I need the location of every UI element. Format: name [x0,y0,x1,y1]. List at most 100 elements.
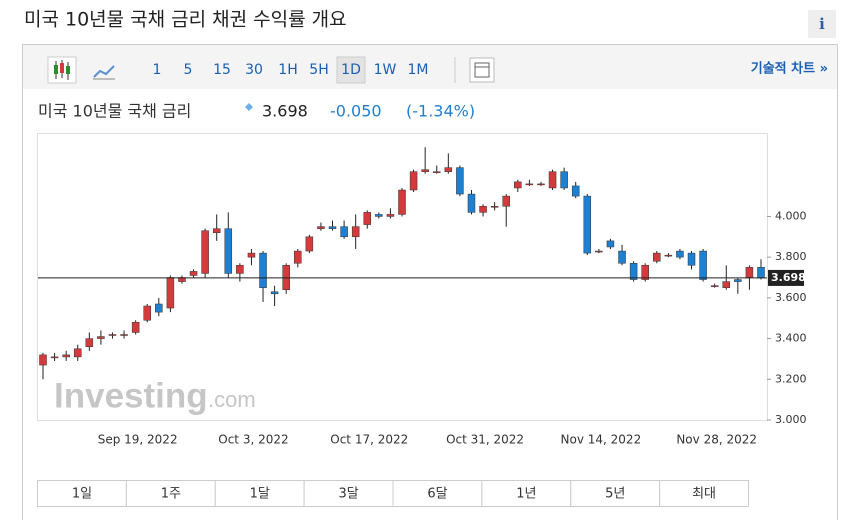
range-label[interactable]: 1달 [250,487,270,502]
candle-body [444,167,453,172]
last-price-label: 3.698 [771,271,806,284]
candle-body [131,322,140,333]
range-label[interactable]: 5년 [605,487,625,502]
candle-body [201,230,209,274]
candle-body [548,171,557,189]
x-tick-label: Sep 19, 2022 [98,433,178,447]
range-label[interactable]: 1일 [72,487,92,502]
candle-body [514,181,522,189]
watermark-brand: Investing [54,376,208,415]
change-pct: (-1.34%) [406,102,475,121]
range-button[interactable] [214,480,305,507]
candle-body [699,250,707,280]
candle-body [85,338,94,347]
y-tick-label: 3.800 [775,250,807,263]
range-button[interactable] [37,480,127,507]
candle-body [560,171,568,189]
page-title: 미국 10년물 국채 금리 채권 수익률 개요 [24,9,347,31]
y-tick-label: 4.000 [775,209,807,222]
interval-button[interactable]: 1W [374,62,397,78]
candle-body [259,252,267,288]
candle-body [641,265,649,280]
candle-body [757,267,765,279]
candle-body [502,195,510,207]
x-tick-label: Oct 17, 2022 [330,433,408,447]
candle-icon[interactable] [47,56,77,84]
range-label[interactable]: 6달 [427,487,447,502]
x-tick-label: Oct 3, 2022 [218,433,288,447]
range-label[interactable]: 최대 [692,487,716,502]
candle-body [537,183,545,186]
range-button[interactable] [392,480,483,507]
range-button[interactable] [125,480,216,507]
change: -0.050 [330,102,382,121]
candle-body [317,226,325,229]
candle-body [247,252,256,258]
candle-body [97,336,105,339]
widget-frame [22,44,838,524]
candle-body [305,236,314,252]
info-icon[interactable]: i [819,15,825,33]
interval-button[interactable]: 5H [309,62,328,78]
candle-body [62,354,70,358]
candle-body [653,252,661,262]
candle-body [490,206,499,208]
candle-body [340,226,348,238]
range-button[interactable] [659,480,749,507]
candle-body [375,214,383,217]
interval-button[interactable]: 1M [408,62,429,78]
x-tick-label: Nov 14, 2022 [561,433,642,447]
interval-button[interactable]: 1D [341,62,361,78]
candle-body [363,212,372,225]
candle-body [398,189,406,215]
candle-body [710,285,719,287]
candle-body [421,169,429,172]
y-tick-label: 3.400 [775,332,807,345]
range-label[interactable]: 1주 [161,487,181,502]
info-button[interactable] [808,10,836,38]
candle-body [108,334,117,336]
candle-body [189,271,198,276]
instrument-name: 미국 10년물 국채 금리 [38,102,191,121]
line-icon[interactable] [93,65,115,80]
range-label[interactable]: 1년 [516,487,536,502]
candle-body [328,226,337,229]
watermark-suffix: .com [208,387,256,412]
price: 3.698 [262,102,308,121]
watermark: Investing .com [54,376,256,415]
interval-button[interactable]: 5 [184,62,193,78]
range-label[interactable]: 3달 [338,487,358,502]
interval-button[interactable]: 15 [213,62,231,78]
candle-body [722,281,731,288]
technical-chart-link[interactable]: 기술적 차트 » [751,61,828,77]
candle-body [734,279,742,282]
settings-icon[interactable] [469,57,495,83]
candle-body [166,277,175,309]
candle-body [224,228,233,274]
x-tick-label: Nov 28, 2022 [676,433,757,447]
candle-body [294,250,302,264]
candle-body [687,252,696,266]
interval-button[interactable]: 1 [153,62,162,78]
last-price-tag [768,269,804,286]
candle-body [676,250,684,258]
candle-body [236,265,244,274]
candle-body [664,254,673,257]
range-button[interactable] [481,480,572,507]
x-tick-label: Oct 31, 2022 [446,433,524,447]
candle-body [39,354,47,366]
candle-body [571,185,580,197]
interval-button[interactable]: 30 [245,62,263,78]
candle-body [583,195,592,254]
candle-body [73,348,82,358]
candle-body [143,305,151,321]
range-button[interactable] [570,480,661,507]
candle-body [606,240,615,248]
interval-button[interactable]: 1H [278,62,297,78]
plot-frame [37,133,768,421]
candle-body [409,171,418,191]
candle-body [525,183,534,186]
candle-body [432,171,441,173]
